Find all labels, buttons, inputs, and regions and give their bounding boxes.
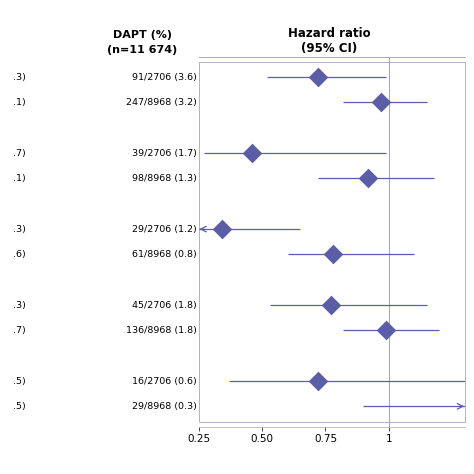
Text: .1): .1) — [13, 174, 26, 183]
Text: 29/8968 (0.3): 29/8968 (0.3) — [132, 402, 197, 411]
Text: 39/2706 (1.7): 39/2706 (1.7) — [132, 149, 197, 158]
Point — [329, 251, 337, 258]
Point — [377, 99, 385, 106]
Text: 91/2706 (3.6): 91/2706 (3.6) — [132, 73, 197, 82]
Text: (95% CI): (95% CI) — [301, 42, 357, 55]
Text: DAPT (%): DAPT (%) — [113, 30, 172, 40]
Text: Hazard ratio: Hazard ratio — [288, 27, 371, 40]
Text: 247/8968 (3.2): 247/8968 (3.2) — [126, 98, 197, 107]
Text: 29/2706 (1.2): 29/2706 (1.2) — [132, 225, 197, 234]
Text: 45/2706 (1.8): 45/2706 (1.8) — [132, 301, 197, 310]
Point — [314, 73, 322, 81]
Text: .3): .3) — [13, 301, 26, 310]
Text: .7): .7) — [13, 149, 26, 158]
Text: 98/8968 (1.3): 98/8968 (1.3) — [132, 174, 197, 183]
Point — [327, 301, 334, 309]
Text: 136/8968 (1.8): 136/8968 (1.8) — [126, 326, 197, 335]
Text: .5): .5) — [13, 376, 26, 385]
Text: .6): .6) — [13, 250, 26, 259]
Point — [248, 149, 256, 157]
Text: .1): .1) — [13, 98, 26, 107]
Text: 16/2706 (0.6): 16/2706 (0.6) — [132, 376, 197, 385]
Text: .3): .3) — [13, 225, 26, 234]
Point — [314, 377, 322, 385]
Point — [383, 327, 390, 334]
Text: (n=11 674): (n=11 674) — [107, 45, 177, 55]
Point — [365, 174, 372, 182]
Text: .5): .5) — [13, 402, 26, 411]
Point — [218, 225, 226, 233]
Text: .3): .3) — [13, 73, 26, 82]
Text: .7): .7) — [13, 326, 26, 335]
Text: 61/8968 (0.8): 61/8968 (0.8) — [132, 250, 197, 259]
